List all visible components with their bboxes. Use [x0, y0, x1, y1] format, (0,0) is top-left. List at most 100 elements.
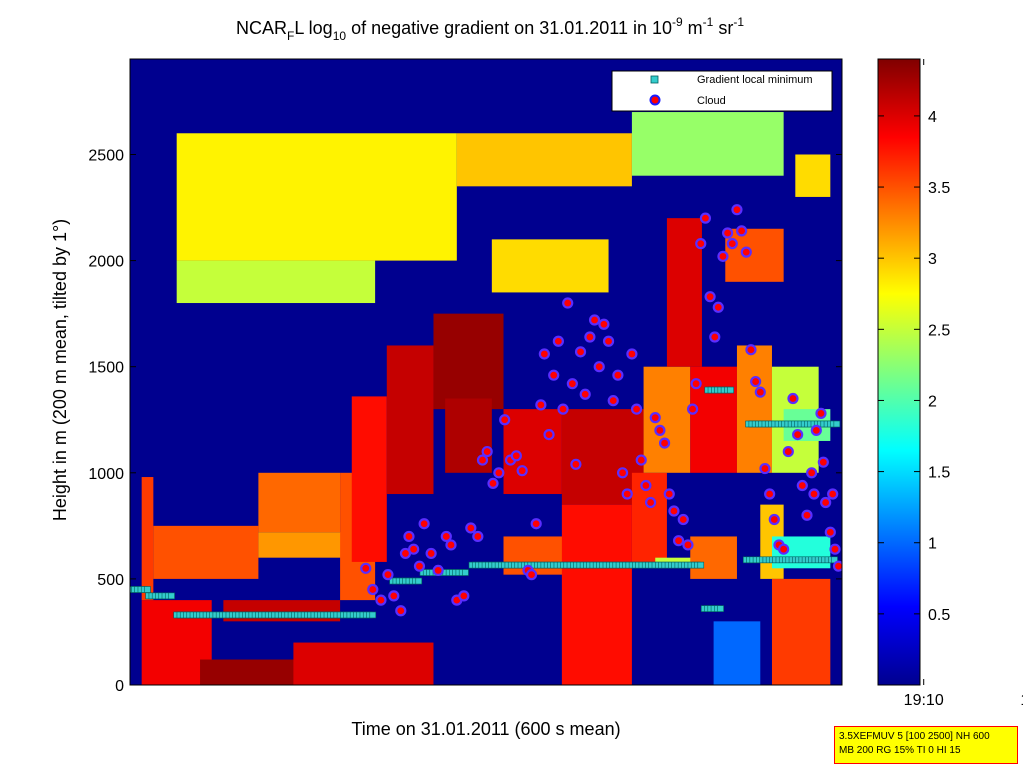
cloud-marker: [593, 361, 605, 373]
cloud-marker: [649, 412, 661, 424]
colorbar-gradient: [877, 58, 921, 686]
colorbar-tick-label: 2: [928, 393, 937, 410]
cloud-marker: [759, 462, 771, 475]
cloud-marker: [686, 403, 699, 415]
heat-band: [771, 578, 831, 685]
cloud-marker: [458, 590, 470, 602]
cloud-marker: [530, 518, 542, 530]
settings-line-1: 3.5XEFMUV 5 [100 2500] NH 600: [839, 731, 990, 742]
cloud-marker: [570, 458, 582, 470]
colorbar-tick-label: 1.5: [928, 465, 950, 482]
cloud-marker: [820, 496, 832, 509]
heat-band: [293, 642, 434, 685]
cloud-marker: [538, 348, 550, 360]
cloud-marker: [418, 518, 430, 530]
colorbar-tick-label: 0.5: [928, 607, 950, 624]
y-tick-label: 1500: [88, 360, 124, 377]
cloud-marker: [740, 246, 752, 258]
y-tick-label: 0: [115, 678, 124, 695]
cloud-marker: [663, 488, 675, 500]
cloud-marker: [472, 530, 484, 543]
cloud-marker: [682, 539, 694, 551]
cloud-marker: [722, 227, 734, 239]
cloud-marker: [796, 479, 808, 492]
cloud-marker: [367, 583, 379, 596]
cloud-marker: [810, 424, 822, 436]
x-tick-label: 19:20: [1020, 692, 1023, 709]
heat-band: [456, 133, 632, 187]
heat-band: [736, 345, 772, 473]
cloud-marker: [787, 392, 799, 405]
colorbar-tick-label: 4: [928, 109, 937, 126]
plot-frame: [129, 58, 843, 686]
cloud-marker: [815, 407, 827, 419]
cloud-marker: [736, 225, 748, 237]
cloud-marker: [425, 547, 437, 560]
cloud-marker: [598, 318, 610, 330]
heat-band: [491, 239, 609, 293]
heat-band: [153, 525, 259, 579]
heat-band: [725, 228, 784, 282]
cloud-marker: [557, 403, 569, 415]
cloud-marker: [487, 477, 499, 490]
colorbar-tick-label: 2.5: [928, 322, 950, 339]
heat-band: [631, 112, 784, 176]
cloud-marker: [535, 399, 547, 411]
cloud-marker: [668, 505, 680, 517]
cloud-marker: [754, 386, 766, 398]
cloud-marker: [829, 543, 841, 555]
cloud-marker: [516, 465, 528, 477]
cloud-marker: [445, 539, 457, 551]
cloud-marker: [499, 414, 511, 426]
cloud-marker: [621, 488, 633, 500]
legend-marker-cloud: [649, 94, 661, 106]
legend-marker-minimum: [650, 75, 659, 84]
cloud-marker: [566, 378, 578, 390]
cloud-marker: [399, 547, 412, 560]
cloud-marker: [695, 238, 707, 250]
cloud-marker: [726, 238, 738, 250]
cloud-marker: [510, 450, 522, 462]
heat-band: [351, 396, 387, 562]
minimum-marker: [415, 577, 423, 585]
cloud-marker: [440, 530, 452, 543]
cloud-marker: [792, 429, 804, 441]
cloud-marker: [602, 335, 615, 347]
cloud-marker: [630, 403, 643, 415]
heat-band: [690, 536, 737, 579]
minimum-marker: [369, 611, 377, 619]
cloud-marker: [525, 569, 538, 581]
colorbar-tick-label: 3: [928, 251, 937, 268]
cloud-marker: [750, 375, 762, 388]
cloud-marker: [607, 395, 619, 407]
minimum-marker: [144, 586, 151, 593]
y-tick-label: 500: [97, 572, 124, 589]
cloud-marker: [764, 488, 776, 500]
colorbar: 0.5 1 1.5 2 2.5 3 3.5 4: [877, 58, 950, 686]
legend-label-minimum: Gradient local minimum: [697, 74, 813, 86]
cloud-marker: [612, 369, 624, 381]
heat-band: [433, 313, 504, 410]
minimum-marker: [727, 386, 734, 394]
minimum-marker: [697, 561, 705, 569]
cloud-marker: [677, 513, 689, 526]
cloud-marker: [832, 560, 842, 572]
cloud-marker: [408, 543, 420, 555]
cloud-marker: [635, 454, 647, 466]
cloud-marker: [731, 204, 743, 216]
cloud-marker: [717, 250, 729, 262]
colorbar-tick-label: 1: [928, 536, 937, 553]
cloud-marker: [644, 496, 657, 509]
heat-band: [795, 154, 831, 197]
heat-band: [503, 409, 562, 495]
colorbar-tick-label: 3.5: [928, 180, 950, 197]
legend-label-cloud: Cloud: [697, 95, 726, 107]
cloud-marker: [413, 560, 426, 572]
minimum-marker: [168, 592, 175, 600]
cloud-marker: [626, 348, 638, 360]
cloud-marker: [712, 301, 724, 313]
heat-band: [561, 409, 644, 505]
cloud-marker: [382, 569, 394, 581]
cloud-marker: [465, 522, 477, 534]
cloud-marker: [395, 605, 407, 617]
